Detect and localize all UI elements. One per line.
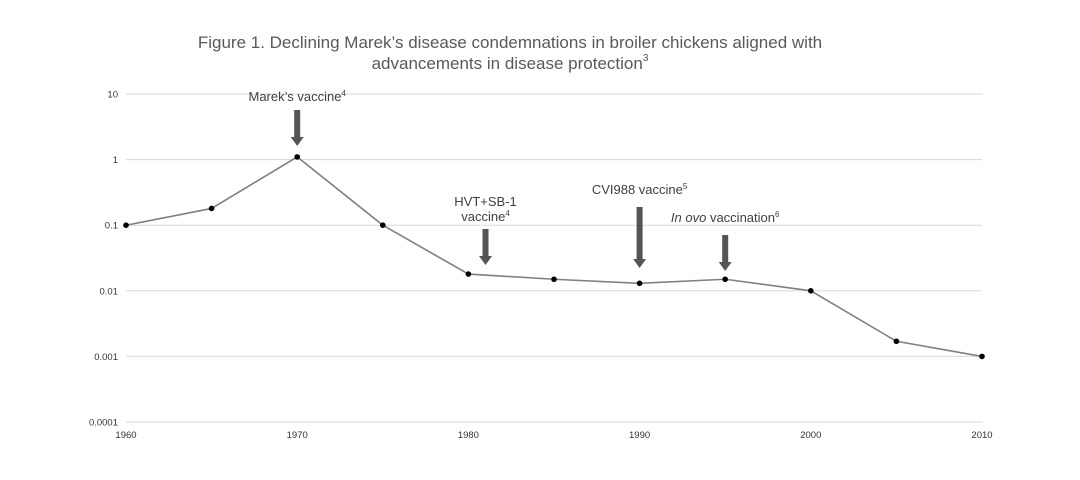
annotation-superscript: 4 bbox=[341, 89, 346, 98]
annotation-text: HVT+SB-1 bbox=[454, 194, 517, 209]
annotation-arrow bbox=[479, 229, 493, 265]
series-line bbox=[125, 155, 983, 358]
annotation-superscript: 6 bbox=[775, 210, 780, 219]
chart-title-line-2: advancements in disease protection3 bbox=[120, 53, 900, 75]
arrow-head bbox=[718, 262, 732, 271]
x-tick-label: 1960 bbox=[115, 430, 136, 441]
data-point bbox=[380, 222, 386, 228]
x-tick-label: 2000 bbox=[800, 430, 821, 441]
x-axis-ticks: 1960 1970 1980 1990 2000 2010 bbox=[115, 430, 992, 441]
x-tick-label: 1970 bbox=[287, 430, 308, 441]
data-point bbox=[636, 280, 643, 287]
annotation-superscript: 5 bbox=[683, 182, 688, 191]
annotation-italic-text: In ovo bbox=[671, 210, 706, 225]
annotation-label: In ovo vaccination6 bbox=[671, 210, 780, 225]
annotation-arrow bbox=[290, 110, 304, 146]
arrow-head bbox=[633, 259, 647, 268]
y-tick-label: 0.0001 bbox=[89, 418, 118, 429]
series-group bbox=[123, 154, 985, 360]
x-tick-label: 2010 bbox=[971, 430, 992, 441]
annotation-label: Marek’s vaccine4 bbox=[248, 89, 346, 104]
y-axis-ticks: 10 1 0.1 0.01 0.001 0.0001 bbox=[89, 90, 118, 429]
data-point bbox=[208, 205, 215, 212]
data-point bbox=[551, 276, 557, 283]
arrow-shaft bbox=[636, 207, 643, 260]
y-tick-label: 10 bbox=[107, 90, 118, 101]
y-tick-label: 1 bbox=[113, 155, 118, 166]
grid-lines bbox=[126, 93, 982, 423]
arrow-head bbox=[479, 256, 493, 265]
x-tick-label: 1990 bbox=[629, 430, 650, 441]
annotation-text: CVI988 vaccine bbox=[592, 182, 683, 197]
annotation-text: Marek’s vaccine bbox=[248, 89, 341, 104]
arrow-shaft bbox=[722, 235, 729, 263]
chart-title-line-1: Figure 1. Declining Marek’s disease cond… bbox=[197, 33, 823, 52]
annotation-arrow bbox=[633, 207, 647, 268]
chart-title-superscript: 3 bbox=[642, 53, 649, 65]
arrow-head bbox=[290, 137, 304, 146]
y-tick-label: 0.01 bbox=[100, 286, 119, 297]
y-tick-label: 0.1 bbox=[105, 221, 118, 232]
x-tick-label: 1980 bbox=[458, 430, 479, 441]
annotation-label: vaccine4 bbox=[461, 209, 510, 224]
arrow-shaft bbox=[294, 110, 301, 138]
data-point bbox=[465, 271, 472, 277]
data-point bbox=[722, 276, 728, 283]
annotation-text: vaccine bbox=[461, 209, 505, 224]
annotation-arrow bbox=[718, 235, 732, 271]
data-point bbox=[808, 288, 814, 294]
data-point bbox=[123, 222, 129, 228]
data-point bbox=[294, 154, 301, 160]
data-point bbox=[979, 353, 985, 360]
annotation-label: HVT+SB-1 bbox=[454, 194, 517, 209]
y-tick-label: 0.001 bbox=[94, 352, 118, 363]
annotation-superscript: 4 bbox=[505, 209, 510, 218]
annotation-label: CVI988 vaccine5 bbox=[592, 182, 688, 197]
data-point bbox=[893, 338, 900, 345]
arrow-shaft bbox=[482, 229, 489, 257]
chart-title-line-2-text: advancements in disease protection bbox=[371, 54, 643, 73]
annotation-text: vaccination bbox=[706, 210, 775, 225]
